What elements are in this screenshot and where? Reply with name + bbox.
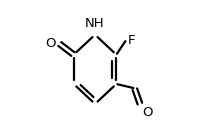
Text: NH: NH [85, 17, 105, 30]
Text: O: O [142, 106, 153, 119]
Text: F: F [127, 34, 135, 47]
Text: O: O [46, 37, 56, 50]
